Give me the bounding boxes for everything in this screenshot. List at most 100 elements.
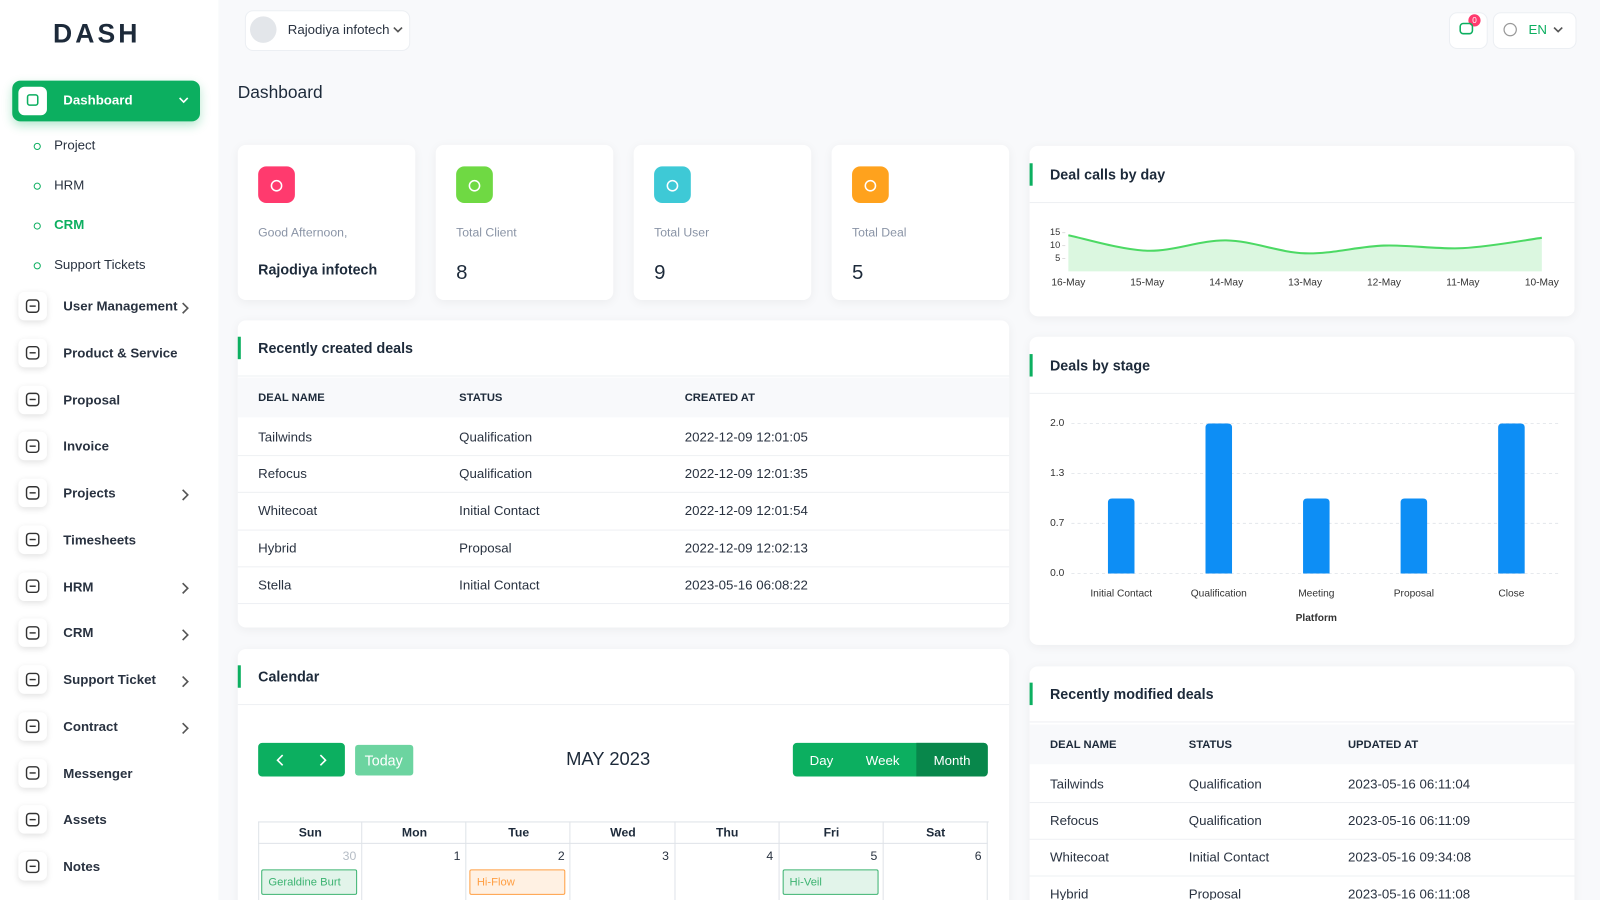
table-cell: Hybrid	[258, 539, 297, 556]
nav-item[interactable]: Assets	[63, 811, 107, 828]
table-cell: Qualification	[459, 465, 533, 482]
card-title: Deal calls by day	[1049, 166, 1166, 183]
card	[1029, 145, 1575, 317]
nav-item[interactable]: Messenger	[63, 765, 133, 781]
weekday: Tue	[508, 825, 530, 840]
table-cell: Initial Contact	[459, 502, 540, 519]
weekday: Thu	[715, 825, 739, 840]
nav-icon-box	[18, 805, 47, 834]
table-cell: Hybrid	[1049, 885, 1089, 900]
stat-icon	[258, 166, 295, 204]
submenu-bullet	[33, 182, 41, 190]
stat-icon	[654, 166, 691, 204]
nav-item[interactable]: Projects	[63, 485, 116, 501]
stat-label: Good Afternoon,	[258, 225, 348, 240]
card-title-bar	[1029, 163, 1033, 186]
view-button[interactable]: Week	[865, 752, 900, 768]
table-head	[237, 377, 1010, 418]
submenu-item[interactable]: CRM	[54, 216, 85, 233]
nav-icon-box	[18, 385, 47, 414]
table-head	[1029, 724, 1575, 765]
calendar-event[interactable]	[261, 869, 358, 895]
calendar-date: 5	[870, 848, 878, 864]
submenu-item[interactable]: Project	[54, 137, 96, 153]
view-button[interactable]: Day	[809, 752, 834, 768]
card-title-bar	[237, 336, 241, 360]
card-title: Deals by stage	[1049, 357, 1151, 374]
card-title: Calendar	[258, 668, 320, 685]
nav-item[interactable]: Support Ticket	[63, 671, 156, 688]
submenu-item[interactable]: Support Tickets	[54, 256, 146, 272]
stat-value: 5	[852, 261, 864, 285]
nav-item[interactable]: CRM	[63, 625, 94, 641]
nav-item[interactable]: Invoice	[63, 438, 109, 454]
card-title: Recently modified deals	[1049, 685, 1214, 703]
card	[1029, 336, 1575, 645]
nav-item[interactable]: Contract	[63, 718, 118, 734]
stat-value: 9	[654, 261, 666, 285]
calendar-event[interactable]	[782, 869, 879, 895]
weekday: Wed	[610, 825, 636, 840]
event-title: Hi-Flow	[476, 876, 515, 889]
nav-button-group[interactable]	[258, 742, 345, 777]
card-divider	[237, 704, 1010, 706]
column-header: UPDATED AT	[1347, 738, 1419, 752]
row-divider	[1029, 874, 1575, 877]
calendar-month: MAY 2023	[566, 748, 651, 769]
stat-value: 8	[456, 261, 468, 285]
nav-dashboard[interactable]: Dashboard	[63, 92, 133, 108]
table-cell: Stella	[258, 577, 292, 593]
view-button[interactable]: Month	[933, 752, 971, 768]
submenu-bullet	[33, 221, 41, 230]
table-cell: 2023-05-16 09:34:08	[1347, 848, 1472, 865]
calendar-date: 1	[453, 848, 461, 864]
nav-item[interactable]: User Management	[63, 298, 178, 314]
table-cell: 2023-05-16 06:11:04	[1347, 775, 1471, 791]
table-cell: 2023-05-16 06:11:08	[1347, 885, 1471, 900]
weekday: Mon	[401, 825, 428, 840]
table-cell: Proposal	[459, 539, 512, 556]
column-header: STATUS	[459, 391, 503, 405]
card-divider	[1029, 202, 1575, 204]
calendar-cell	[571, 821, 676, 900]
calendar-head-line	[258, 842, 988, 844]
notification-count: 0	[1472, 15, 1477, 25]
nav-item[interactable]: Notes	[63, 858, 101, 874]
nav-item[interactable]: Proposal	[63, 391, 121, 408]
row-divider	[1029, 801, 1575, 803]
nav-icon-box	[18, 338, 47, 368]
table-cell: Tailwinds	[1049, 775, 1104, 791]
calendar-date: 2	[557, 848, 565, 864]
event-title: Hi-Veil	[789, 876, 822, 889]
nav-icon-box	[18, 571, 47, 601]
nav-icon-box	[18, 711, 47, 741]
greeting-name: Rajodiya infotech	[258, 261, 378, 278]
stat-label: Total User	[654, 225, 710, 240]
card-title-bar	[1029, 682, 1033, 706]
event-title: Geraldine Burt	[268, 876, 341, 889]
row-divider	[237, 491, 1010, 493]
table-cell: Initial Contact	[459, 577, 540, 593]
row-divider	[237, 529, 1010, 531]
column-header: STATUS	[1188, 738, 1233, 752]
table-cell: 2022-12-09 12:01:05	[684, 428, 808, 444]
table-cell: 2022-12-09 12:01:35	[684, 465, 808, 482]
calendar-date: 3	[662, 848, 669, 864]
calendar-event[interactable]	[469, 869, 566, 895]
today-button[interactable]	[355, 744, 414, 776]
page-title: Dashboard	[237, 82, 323, 103]
row-divider	[1029, 838, 1575, 840]
nav-icon-box	[18, 291, 47, 321]
submenu-item[interactable]: HRM	[54, 177, 85, 193]
card-divider	[237, 375, 1010, 377]
table-cell: Qualification	[1188, 775, 1262, 791]
nav-item[interactable]: HRM	[63, 578, 94, 594]
submenu-bullet	[33, 261, 41, 269]
nav-item[interactable]: Product & Service	[63, 345, 178, 361]
nav-icon-box	[18, 431, 47, 461]
calendar-date: 4	[766, 848, 774, 864]
nav-icon-box	[18, 478, 47, 508]
row-divider	[237, 454, 1010, 456]
nav-item[interactable]: Timesheets	[63, 531, 137, 548]
